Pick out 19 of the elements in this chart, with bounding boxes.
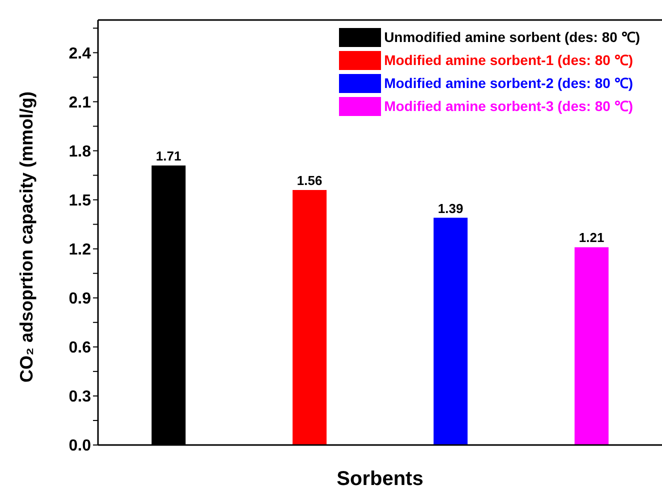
legend-label: Modified amine sorbent-2 (des: 80 ℃)	[384, 74, 633, 93]
data-label: 1.21	[578, 230, 604, 246]
data-label: 1.71	[156, 148, 182, 164]
legend-label: Unmodified amine sorbent (des: 80 ℃)	[384, 28, 640, 47]
y-tick-label: 0.9	[68, 290, 92, 308]
x-axis-title: Sorbents	[336, 468, 424, 490]
y-tick-label: 1.5	[68, 192, 92, 210]
legend-label: Modified amine sorbent-3 (des: 80 ℃)	[384, 97, 633, 116]
y-tick-label: 0.6	[68, 340, 92, 357]
y-tick-label: 1.8	[68, 143, 92, 160]
y-tick-label: 0.3	[68, 388, 92, 406]
y-tick-label: 0.0	[68, 438, 92, 455]
data-label: 1.56	[296, 173, 322, 188]
y-tick-label: 2.1	[68, 94, 92, 112]
y-axis-title: CO₂ adsoprtion capacity (mmol/g)	[16, 91, 36, 382]
legend-label: Modified amine sorbent-1 (des: 80 ℃)	[384, 51, 633, 70]
y-tick-label: 1.2	[68, 242, 92, 259]
data-label: 1.39	[438, 200, 464, 216]
y-tick-label: 2.4	[68, 45, 92, 62]
